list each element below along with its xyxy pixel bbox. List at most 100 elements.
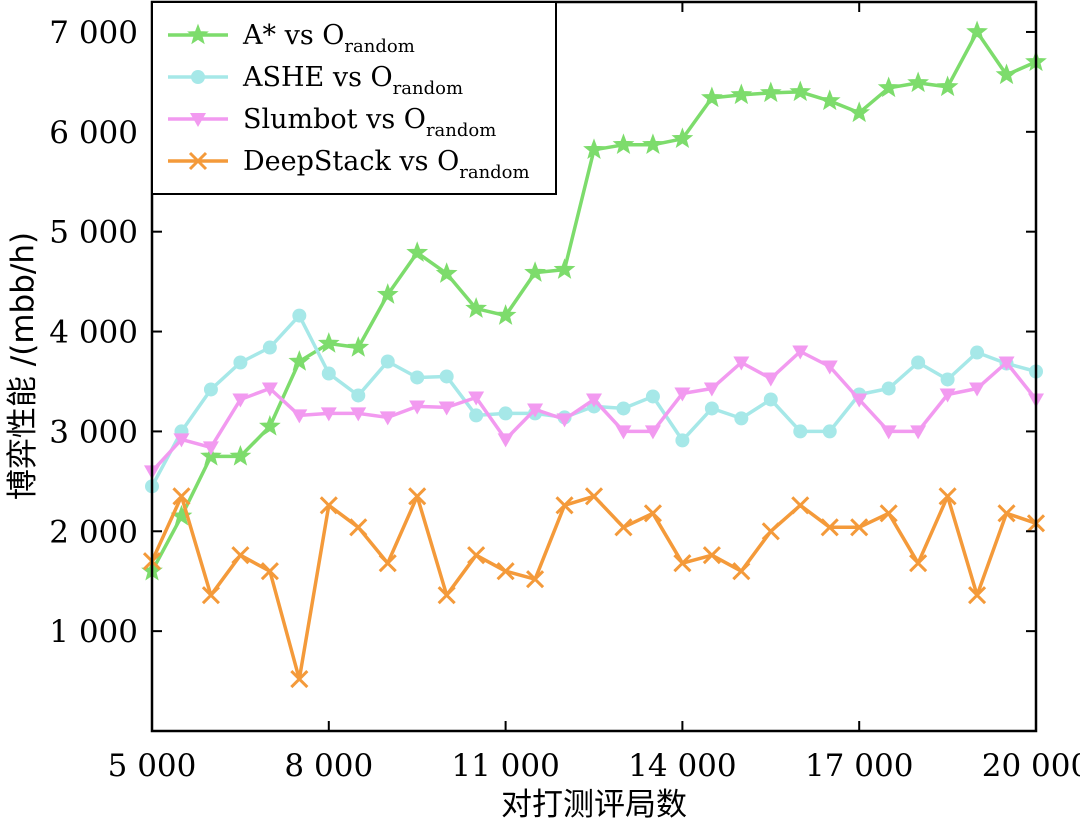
- y-tick-label: 6 000: [49, 115, 138, 151]
- data-point: [410, 370, 425, 385]
- y-tick-label: 3 000: [49, 414, 138, 450]
- y-tick-label: 4 000: [49, 315, 138, 351]
- axis-ticks: 5 000 8 000 11 000 14 000 17 000 20 000 1 000 2…: [49, 2, 1080, 784]
- data-point: [317, 332, 340, 353]
- data-point: [524, 261, 546, 282]
- data-point: [583, 138, 605, 160]
- data-point: [995, 63, 1018, 85]
- data-point: [880, 425, 897, 440]
- data-point: [821, 360, 838, 375]
- data-point: [350, 407, 367, 422]
- y-tick-label: 5 000: [49, 215, 138, 251]
- data-point: [527, 403, 544, 418]
- data-point: [379, 411, 396, 426]
- x-tick-label: 14 000: [628, 748, 736, 784]
- data-point: [553, 258, 576, 279]
- data-point: [792, 345, 809, 360]
- data-point: [468, 391, 485, 406]
- data-point: [465, 297, 487, 318]
- data-point: [406, 241, 429, 262]
- legend-marker: [188, 151, 208, 171]
- data-point: [909, 554, 928, 573]
- data-point: [321, 366, 336, 381]
- data-point: [231, 546, 250, 565]
- data-point: [732, 562, 751, 581]
- legend-item: Slumbot vs Orandom: [168, 104, 496, 141]
- data-point: [850, 518, 869, 537]
- data-point: [939, 388, 956, 403]
- data-point: [730, 83, 753, 105]
- data-point: [526, 570, 545, 589]
- data-point: [675, 433, 690, 448]
- data-point: [380, 354, 395, 369]
- legend-marker: [187, 23, 209, 45]
- y-tick-label: 7 000: [49, 15, 138, 51]
- data-point: [703, 382, 720, 397]
- data-point: [319, 496, 338, 515]
- data-point: [789, 80, 812, 102]
- data-point: [612, 133, 635, 155]
- data-point: [376, 283, 399, 304]
- data-point: [435, 262, 458, 283]
- data-point: [968, 586, 987, 605]
- legend-label: ASHE vs Orandom: [242, 62, 463, 99]
- series-4: [142, 487, 1046, 689]
- legend-label: DeepStack vs Orandom: [243, 146, 530, 183]
- data-point: [881, 381, 896, 396]
- data-point: [938, 487, 957, 506]
- data-point: [936, 75, 959, 97]
- y-tick-label: 1 000: [49, 614, 138, 650]
- data-point: [409, 400, 426, 415]
- data-point: [438, 401, 455, 416]
- legend-item: A* vs Orandom: [168, 20, 415, 57]
- data-point: [674, 387, 691, 402]
- data-point: [615, 425, 632, 440]
- data-point: [496, 562, 515, 581]
- data-point: [262, 340, 277, 355]
- data-point: [701, 86, 723, 108]
- data-point: [940, 372, 955, 387]
- data-point: [644, 425, 661, 440]
- data-point: [910, 425, 927, 440]
- data-point: [822, 424, 837, 439]
- data-point: [998, 356, 1015, 371]
- data-point: [555, 496, 574, 515]
- data-point: [642, 133, 664, 155]
- data-point: [702, 546, 721, 565]
- data-point: [202, 441, 219, 456]
- x-tick-label: 8 000: [284, 748, 373, 784]
- data-point: [469, 408, 484, 423]
- legend-marker: [191, 70, 205, 84]
- data-point: [966, 20, 988, 42]
- legend-item: DeepStack vs Orandom: [168, 146, 530, 183]
- data-point: [497, 433, 514, 448]
- data-point: [439, 369, 454, 384]
- data-point: [791, 496, 810, 515]
- series-layer: [141, 20, 1047, 689]
- data-point: [761, 522, 780, 541]
- data-point: [643, 504, 662, 523]
- data-point: [203, 382, 218, 397]
- data-point: [290, 670, 309, 689]
- data-point: [759, 81, 782, 103]
- data-point: [879, 504, 898, 523]
- data-point: [671, 127, 694, 149]
- data-point: [793, 424, 808, 439]
- data-point: [645, 389, 660, 404]
- series-1: [141, 20, 1047, 581]
- data-point: [673, 554, 692, 573]
- x-tick-label: 17 000: [805, 748, 913, 784]
- data-point: [556, 413, 573, 428]
- data-point: [232, 393, 249, 408]
- y-axis-title: 博弈性能 /(mbb/h): [5, 232, 41, 500]
- x-axis-title: 对打测评局数: [501, 787, 687, 823]
- data-point: [851, 393, 868, 408]
- data-point: [349, 518, 368, 537]
- series-line: [150, 494, 1037, 681]
- data-point: [347, 336, 370, 357]
- data-point: [259, 414, 281, 436]
- data-point: [586, 393, 602, 408]
- data-point: [907, 71, 929, 93]
- legend-item: ASHE vs Orandom: [168, 62, 463, 99]
